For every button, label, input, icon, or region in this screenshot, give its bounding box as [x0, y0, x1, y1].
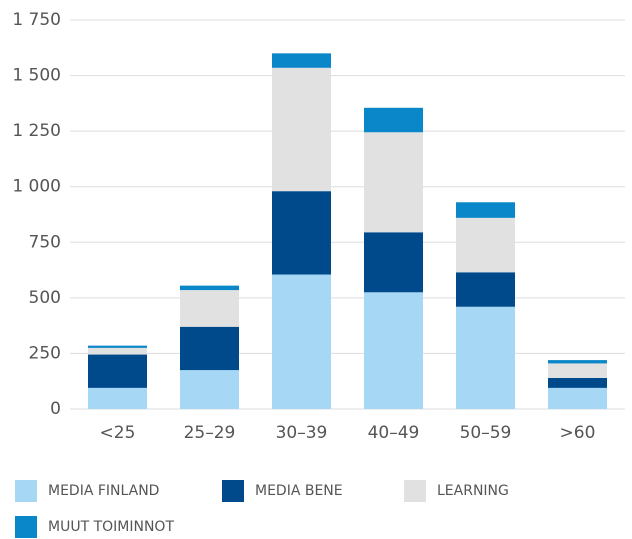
bar-segment	[88, 387, 147, 409]
bar-segment	[272, 53, 331, 68]
bar-segment	[180, 326, 239, 371]
bar-segment	[548, 363, 607, 378]
x-tick-label: <25	[100, 423, 136, 443]
bar-segment	[456, 272, 515, 307]
y-tick-label: 250	[29, 343, 61, 363]
bar-segment	[180, 285, 239, 291]
y-tick-label: 1 750	[12, 10, 61, 30]
bar-segment	[272, 191, 331, 275]
y-tick-label: 1 250	[12, 121, 61, 141]
bar-segment	[548, 360, 607, 364]
y-tick-label: 750	[29, 232, 61, 252]
legend-swatch	[222, 480, 244, 502]
bar-segment	[364, 292, 423, 409]
bar-segment	[364, 107, 423, 133]
y-tick-label: 0	[50, 399, 61, 419]
bar-segment	[456, 306, 515, 409]
y-tick-label: 500	[29, 288, 61, 308]
legend-label: MUUT TOIMINNOT	[48, 519, 174, 535]
x-tick-label: >60	[560, 423, 596, 443]
bar-segment	[456, 202, 515, 218]
bar-segment	[456, 217, 515, 273]
bar-segment	[88, 345, 147, 348]
bar-segment	[364, 132, 423, 233]
bar-segment	[88, 354, 147, 388]
legend-label: MEDIA FINLAND	[48, 483, 159, 499]
bar-segment	[272, 274, 331, 409]
legend-swatch	[15, 516, 37, 538]
x-tick-label: 50–59	[460, 423, 512, 443]
y-tick-label: 1 000	[12, 177, 61, 197]
legend-swatch	[404, 480, 426, 502]
legend-label: LEARNING	[437, 483, 509, 499]
bar-segment	[272, 67, 331, 192]
bar-segment	[88, 347, 147, 355]
y-tick-label: 1 500	[12, 66, 61, 86]
legend-label: MEDIA BENE	[255, 483, 343, 499]
x-tick-label: 40–49	[368, 423, 420, 443]
x-tick-label: 25–29	[184, 423, 236, 443]
bar-segment	[180, 370, 239, 409]
legend-swatch	[15, 480, 37, 502]
bar-segment	[548, 387, 607, 409]
bar-segment	[180, 290, 239, 327]
x-tick-label: 30–39	[276, 423, 328, 443]
bar-segment	[364, 232, 423, 293]
bar-segment	[548, 377, 607, 388]
